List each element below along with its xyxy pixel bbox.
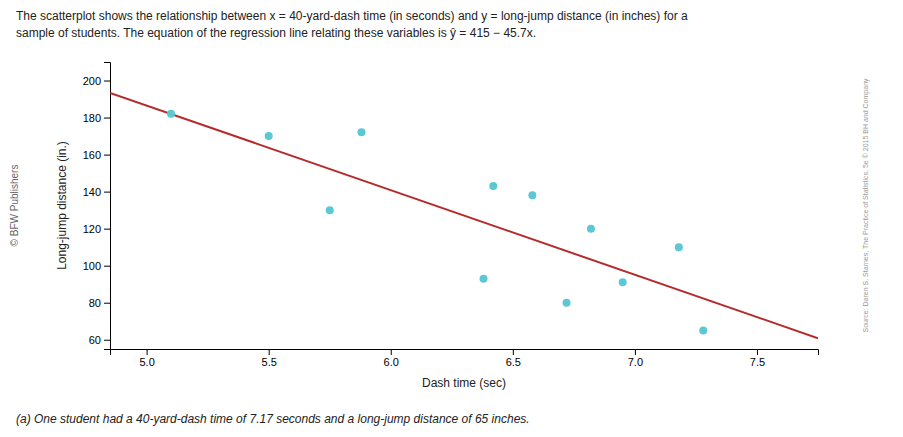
tick-mark — [757, 349, 758, 355]
tick: 140 — [83, 186, 110, 198]
point — [563, 299, 571, 307]
tick-mark — [104, 303, 110, 304]
tick-label: 200 — [83, 75, 101, 87]
tick-label: 160 — [83, 149, 101, 161]
tick-mark — [513, 349, 514, 355]
point — [587, 225, 595, 233]
title: The scatterplot shows the relationship b… — [16, 9, 688, 23]
tick: 60 — [89, 334, 110, 346]
point — [357, 128, 365, 136]
tick-mark — [104, 229, 110, 230]
regression-line — [110, 93, 818, 338]
tick-mark — [269, 349, 270, 355]
tick-mark — [635, 349, 636, 355]
tick-mark — [147, 349, 148, 355]
axis-line — [104, 63, 111, 350]
tick: 160 — [83, 149, 110, 161]
plot: 5.0 5.5 6.0 6.5 7.0 7.5 60 80 100 120 140 160 180 200… — [55, 63, 819, 391]
tick: 5.5 — [262, 349, 277, 368]
point — [699, 326, 707, 334]
chart: The scatterplot shows the relationship b… — [0, 0, 903, 437]
tick-mark — [104, 155, 110, 156]
title: sample of students. The equation of the … — [16, 26, 536, 40]
tick-label: 6.5 — [506, 356, 521, 368]
tick-label: 7.5 — [750, 356, 765, 368]
tick-label: 6.0 — [384, 356, 399, 368]
tick-label: 100 — [83, 260, 101, 272]
point — [619, 278, 627, 286]
tick-label: 60 — [89, 334, 101, 346]
y-axis: 60 80 100 120 140 160 180 200 — [83, 63, 111, 350]
tick-label: 180 — [83, 112, 101, 124]
tick-mark — [104, 266, 110, 267]
tick: 6.0 — [384, 349, 399, 368]
marks — [110, 93, 818, 338]
tick-mark — [104, 340, 110, 341]
point — [167, 110, 175, 118]
tick-label: 140 — [83, 186, 101, 198]
tick-mark — [104, 118, 110, 119]
point — [326, 206, 334, 214]
y-axis-title: Long-jump distance (in.) — [55, 141, 69, 270]
point — [265, 132, 273, 140]
tick-mark — [391, 349, 392, 355]
tick: 7.0 — [628, 349, 643, 368]
tick: 6.5 — [506, 349, 521, 368]
tick: 120 — [83, 223, 110, 235]
tick-label: 5.5 — [262, 356, 277, 368]
tick-mark — [104, 81, 110, 82]
point — [489, 182, 497, 190]
annotation: (a) One student had a 40-yard-dash time … — [16, 412, 530, 426]
point — [675, 243, 683, 251]
watermark: © BFW Publishers — [9, 165, 20, 247]
x-axis-title: Dash time (sec) — [422, 376, 506, 390]
point — [480, 275, 488, 283]
tick: 80 — [89, 297, 110, 309]
tick-label: 5.0 — [139, 356, 154, 368]
tick: 180 — [83, 112, 110, 124]
x-axis: 5.0 5.5 6.0 6.5 7.0 7.5 — [111, 349, 819, 368]
tick-label: 7.0 — [628, 356, 643, 368]
tick-label: 120 — [83, 223, 101, 235]
tick-mark — [104, 192, 110, 193]
tick: 5.0 — [139, 349, 154, 368]
point — [528, 191, 536, 199]
tick: 200 — [83, 75, 110, 87]
tick-label: 80 — [89, 297, 101, 309]
tick: 7.5 — [750, 349, 765, 368]
axis-line — [111, 350, 819, 356]
tick: 100 — [83, 260, 110, 272]
source-note: Source: Daren S. Starnes, The Practice o… — [862, 78, 870, 333]
